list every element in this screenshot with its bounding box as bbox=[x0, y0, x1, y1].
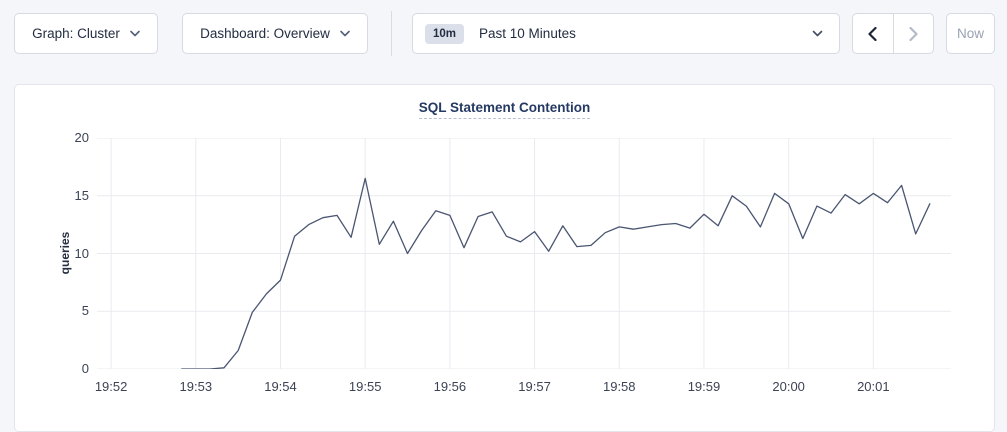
y-tick-label: 10 bbox=[74, 245, 89, 261]
x-tick-label: 19:59 bbox=[687, 379, 721, 394]
now-button[interactable]: Now bbox=[946, 13, 995, 54]
time-range-badge: 10m bbox=[425, 23, 465, 44]
time-range-label: Past 10 Minutes bbox=[479, 26, 576, 41]
x-tick-label: 19:56 bbox=[433, 379, 467, 394]
line-chart-plot-area[interactable] bbox=[97, 138, 951, 369]
chart-card: SQL Statement Contention queries 0 5 10 15 2… bbox=[14, 84, 995, 432]
chevron-down-icon bbox=[340, 30, 350, 37]
chevron-down-icon bbox=[130, 30, 140, 37]
chart-title[interactable]: SQL Statement Contention bbox=[418, 100, 591, 119]
series-line bbox=[181, 177, 931, 369]
x-tick-label: 19:53 bbox=[179, 379, 213, 394]
x-tick-label: 19:54 bbox=[264, 379, 297, 394]
x-tick-label: 19:55 bbox=[348, 379, 382, 394]
x-tick-label: 19:57 bbox=[518, 379, 551, 394]
dashboard-dropdown[interactable]: Dashboard: Overview bbox=[182, 13, 368, 54]
now-button-label: Now bbox=[956, 26, 984, 41]
x-tick-label: 20:00 bbox=[772, 379, 805, 394]
y-tick-label: 20 bbox=[74, 130, 89, 145]
graph-dropdown[interactable]: Graph: Cluster bbox=[14, 13, 158, 54]
time-shift-back-button[interactable] bbox=[853, 14, 893, 53]
dashboard-dropdown-label: Dashboard: Overview bbox=[200, 26, 330, 41]
chevron-down-icon bbox=[812, 30, 823, 37]
x-tick-label: 19:58 bbox=[602, 379, 636, 394]
time-range-dropdown[interactable]: 10m Past 10 Minutes bbox=[412, 13, 840, 54]
x-tick-label: 20:01 bbox=[857, 379, 890, 394]
y-tick-label: 5 bbox=[81, 303, 89, 319]
y-tick-label: 0 bbox=[81, 361, 89, 376]
chevron-right-icon bbox=[909, 26, 918, 41]
time-shift-button-group bbox=[852, 13, 934, 54]
y-tick-label: 15 bbox=[74, 187, 89, 203]
chart-title-row: SQL Statement Contention bbox=[15, 99, 994, 119]
time-shift-forward-button[interactable] bbox=[892, 14, 934, 53]
x-tick-label: 19:52 bbox=[94, 379, 128, 394]
graph-dropdown-label: Graph: Cluster bbox=[32, 26, 120, 41]
toolbar-divider bbox=[391, 11, 392, 56]
chevron-left-icon bbox=[868, 26, 877, 41]
